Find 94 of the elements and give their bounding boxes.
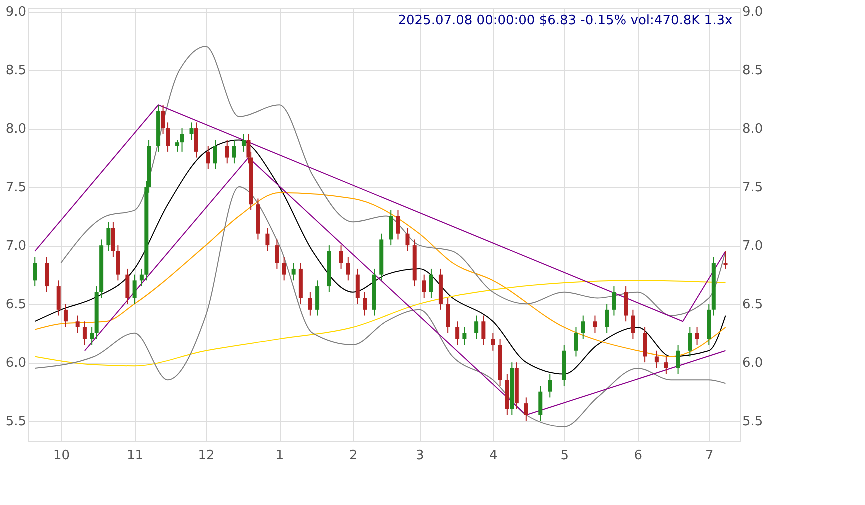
candlestick	[474, 315, 479, 340]
candlestick	[292, 262, 296, 282]
candlestick	[232, 140, 236, 164]
chart-title: 2025.07.08 00:00:00 $6.83 -0.15% vol:470.8K 1.3x	[398, 14, 733, 29]
candlestick	[64, 304, 68, 328]
candlestick	[688, 326, 692, 358]
x-tick-label: 10	[53, 448, 70, 464]
x-tick-label: 3	[416, 448, 424, 464]
candlestick	[33, 256, 38, 288]
y-tick-label: 8.5	[6, 64, 26, 79]
y-tick-label: 7.5	[6, 180, 26, 196]
y-tick-label: 8.0	[6, 122, 26, 138]
candlestick	[363, 292, 368, 316]
candlestick	[126, 268, 130, 305]
candlestick	[422, 274, 426, 299]
candlestick	[225, 140, 230, 164]
y2-tick-label: 6.0	[742, 356, 764, 372]
candlestick	[538, 385, 543, 422]
line-series	[34, 140, 726, 375]
candlestick	[356, 268, 360, 305]
candlestick	[524, 397, 528, 422]
candlestick	[213, 140, 218, 170]
candlestick	[389, 210, 394, 246]
candlestick	[206, 146, 210, 170]
candlestick	[194, 122, 199, 158]
line-series	[34, 186, 726, 428]
candlestick	[396, 210, 400, 240]
candlestick	[605, 304, 610, 334]
candlestick	[339, 245, 344, 270]
y-tick-label: 6.5	[6, 298, 26, 313]
candlestick	[631, 309, 636, 340]
line-series	[60, 46, 726, 316]
candlestick	[116, 245, 120, 282]
candlestick	[308, 292, 312, 316]
candlestick	[106, 222, 111, 252]
candlestick	[275, 239, 280, 270]
line-series	[34, 192, 726, 358]
candlestick	[111, 222, 116, 258]
y-tick-label: 9.0	[6, 5, 26, 20]
candlestick	[624, 286, 628, 322]
x-tick-label: 1	[276, 448, 284, 464]
y2-tick-label: 7.5	[742, 180, 764, 196]
x-tick-label: 2	[350, 448, 358, 464]
line-series	[34, 280, 726, 367]
y2-tick-label: 7.0	[742, 239, 764, 254]
candlestick	[56, 280, 61, 316]
candlestick	[664, 356, 668, 375]
candlestick	[482, 315, 486, 346]
candlestick	[44, 256, 49, 293]
candlestick	[446, 298, 450, 334]
candlestick	[676, 344, 680, 375]
y2-tick-label: 9.0	[742, 5, 764, 20]
candlestick	[140, 268, 144, 288]
candlestick	[242, 134, 246, 152]
y2-tick-label: 8.0	[742, 122, 764, 138]
x-tick-label: 5	[560, 448, 570, 464]
candlestick	[180, 128, 184, 152]
candlestick	[166, 122, 170, 152]
candlestick	[316, 280, 320, 316]
candlestick	[82, 321, 87, 346]
candlestick	[161, 104, 166, 135]
y-tick-label: 6.0	[6, 356, 26, 372]
x-tick-label: 4	[490, 448, 498, 464]
candlestick	[266, 228, 270, 252]
y2-tick-label: 8.5	[742, 64, 764, 79]
x-tick-label: 7	[706, 448, 714, 464]
candlestick	[654, 350, 659, 369]
x-tick-label: 12	[198, 448, 215, 464]
candlestick	[574, 326, 578, 358]
candlestick	[90, 326, 94, 346]
y-tick-label: 7.0	[6, 239, 26, 254]
candlestick	[612, 286, 616, 316]
y-tick-label: 5.5	[6, 414, 26, 430]
candlestick	[132, 274, 137, 305]
candlestick	[724, 250, 728, 270]
y2-tick-label: 5.5	[742, 414, 764, 430]
candlestick	[491, 332, 496, 352]
candlestick	[581, 315, 586, 340]
candlestick	[346, 256, 350, 282]
candlestick	[695, 326, 700, 346]
candlestick	[643, 326, 648, 364]
candlestick	[282, 256, 286, 282]
candlestick	[593, 315, 598, 334]
candlestick	[76, 315, 80, 334]
y2-tick-label: 6.5	[742, 298, 764, 313]
x-tick-label: 6	[634, 448, 643, 464]
candlestick	[548, 374, 552, 398]
candlestick	[462, 326, 467, 346]
candlestick	[190, 122, 194, 141]
candlestick	[456, 321, 460, 346]
x-tick-label: 11	[127, 448, 144, 464]
candlestick	[406, 228, 410, 252]
candlestick	[429, 268, 434, 299]
candlestick	[176, 140, 180, 152]
